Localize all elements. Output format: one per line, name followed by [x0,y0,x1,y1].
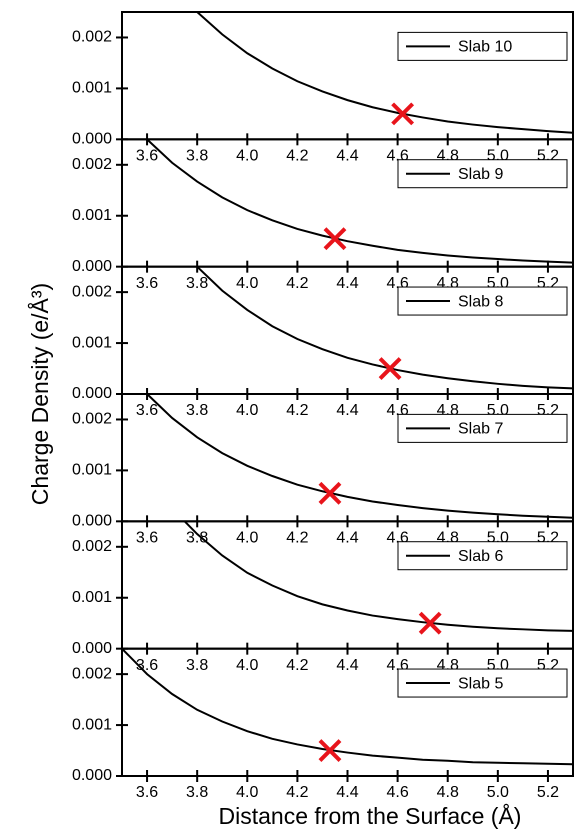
y-tick-label: 0.001 [72,207,112,224]
x-tick-label: 4.0 [236,402,258,419]
y-tick-label: 0.002 [72,29,112,46]
x-tick-label: 4.0 [236,275,258,292]
legend-label: Slab 10 [458,39,512,56]
x-tick-label: 4.2 [286,530,308,547]
x-tick-label: 4.2 [286,784,308,801]
cross-marker [391,102,415,126]
x-tick-label: 4.2 [286,402,308,419]
cross-stroke [318,481,342,505]
legend-label: Slab 8 [458,293,503,310]
y-tick-label: 0.000 [72,640,112,657]
x-tick-label: 3.6 [136,275,158,292]
y-tick-label: 0.000 [72,513,112,530]
y-tick-label: 0.001 [72,716,112,733]
cross-stroke [391,102,415,126]
x-tick-label: 3.6 [136,402,158,419]
x-tick-label: 4.4 [336,657,358,674]
x-tick-label: 4.0 [236,657,258,674]
y-tick-label: 0.002 [72,283,112,300]
x-tick-label: 3.8 [186,402,208,419]
data-line [121,647,574,766]
y-tick-label: 0.000 [72,258,112,275]
legend-label: Slab 5 [458,675,503,692]
plot-frame [121,11,574,141]
y-tick-label: 0.001 [72,80,112,97]
x-tick-label: 3.8 [186,784,208,801]
x-tick-label: 4.0 [236,784,258,801]
x-axis-title: Distance from the Surface (Å) [219,802,522,829]
y-tick-label: 0.001 [72,589,112,606]
x-tick-label: 4.2 [286,275,308,292]
x-tick-label: 5.0 [487,784,509,801]
cross-marker [318,739,342,762]
x-tick-label: 3.6 [136,784,158,801]
data-line [196,265,574,390]
y-tick-label: 0.001 [72,334,112,351]
data-line [146,393,574,519]
x-tick-label: 4.4 [336,530,358,547]
cross-marker [323,227,347,251]
x-tick-label: 3.8 [186,530,208,547]
y-tick-label: 0.000 [72,767,112,784]
x-tick-label: 4.4 [336,148,358,165]
x-tick-label: 3.8 [186,657,208,674]
data-line [146,138,574,264]
x-tick-label: 4.0 [236,148,258,165]
x-tick-label: 3.6 [136,148,158,165]
y-tick-label: 0.000 [72,131,112,148]
y-tick-label: 0.001 [72,462,112,479]
x-tick-label: 4.6 [386,784,408,801]
cross-marker [318,481,342,505]
cross-stroke [418,611,442,635]
x-tick-label: 4.4 [336,275,358,292]
data-line [183,520,574,632]
y-tick-label: 0.002 [72,411,112,428]
cross-stroke [378,357,402,380]
legend-label: Slab 7 [458,421,503,438]
x-tick-label: 4.2 [286,657,308,674]
data-line [196,11,574,134]
y-tick-label: 0.002 [72,538,112,555]
x-tick-label: 5.2 [537,784,559,801]
cross-marker [418,611,442,635]
legend-label: Slab 6 [458,548,503,565]
x-tick-label: 4.4 [336,784,358,801]
x-tick-label: 4.0 [236,530,258,547]
x-tick-label: 4.2 [286,148,308,165]
x-tick-label: 3.8 [186,148,208,165]
y-axis-title: Charge Density (e/Å³) [26,283,53,505]
cross-stroke [323,227,347,251]
legend-label: Slab 9 [458,166,503,183]
x-tick-label: 3.8 [186,275,208,292]
y-tick-label: 0.000 [72,385,112,402]
y-tick-label: 0.002 [72,665,112,682]
cross-marker [378,357,402,380]
x-tick-label: 4.8 [437,784,459,801]
cross-stroke [318,739,342,762]
x-tick-label: 3.6 [136,530,158,547]
x-tick-label: 4.4 [336,402,358,419]
y-tick-label: 0.002 [72,156,112,173]
